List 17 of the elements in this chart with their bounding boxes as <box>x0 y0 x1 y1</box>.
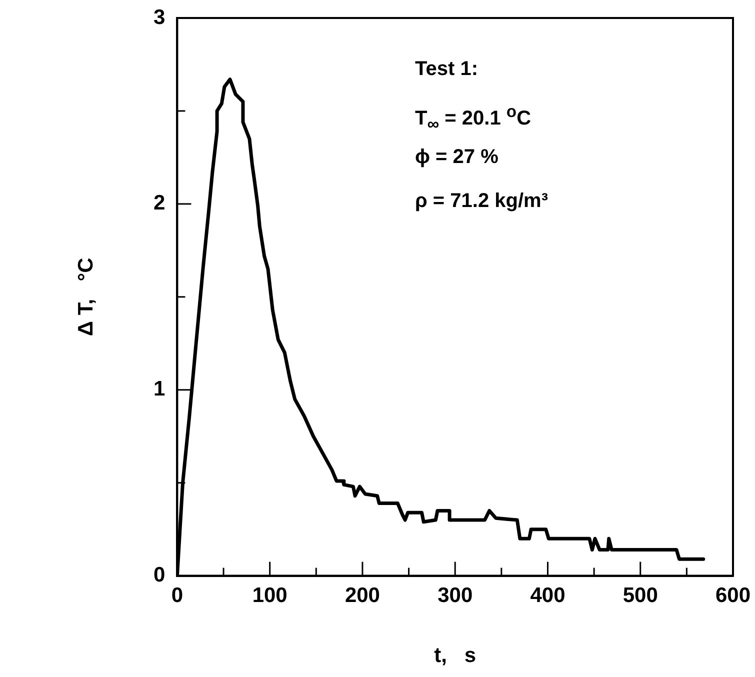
x-tick-label: 100 <box>252 584 288 608</box>
annotation: T$_{∞}$ = 20.1 $^{o}$C <box>415 102 532 136</box>
annotation: Test 1: <box>415 58 479 82</box>
x-tick-label: 400 <box>530 584 566 608</box>
x-tick-label: 200 <box>344 584 380 608</box>
y-tick-label: 2 <box>154 192 166 215</box>
y-tick-label: 3 <box>154 6 166 29</box>
x-axis-title: t, s <box>434 644 476 668</box>
x-tick-label: 600 <box>715 584 751 608</box>
x-tick-label: 300 <box>438 584 473 608</box>
y-tick-label: 1 <box>154 378 166 401</box>
x-tick-label: 0 <box>171 584 184 608</box>
y-tick-label: 0 <box>154 564 166 587</box>
x-tick-label: 500 <box>622 584 658 608</box>
y-axis-title: Δ T, °C <box>74 258 98 336</box>
annotation: ϕ = 27 % <box>415 146 500 170</box>
annotation: ρ = 71.2 kg/m³ <box>415 190 548 214</box>
